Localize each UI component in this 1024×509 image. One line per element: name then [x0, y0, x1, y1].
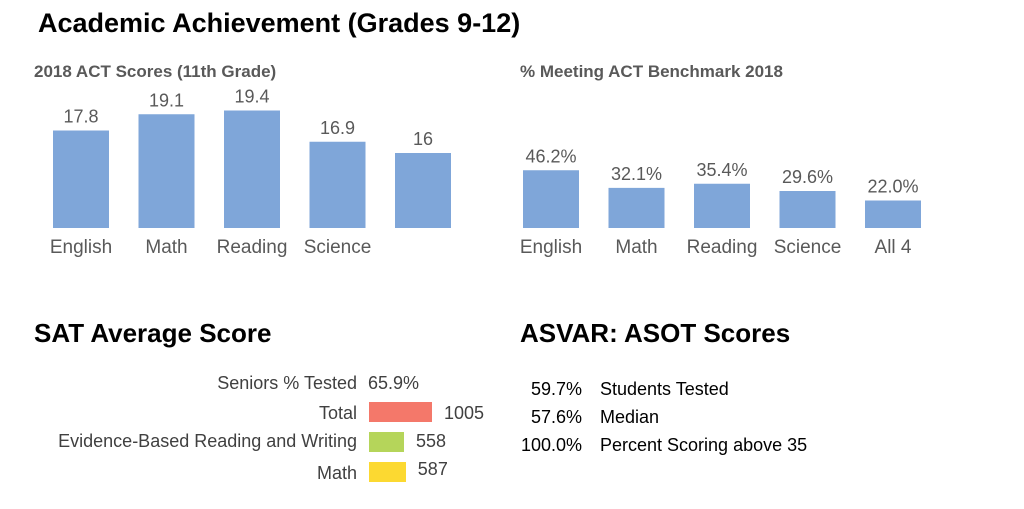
sat-row-label: Evidence-Based Reading and Writing: [58, 431, 357, 451]
act-scores-value-label: 17.8: [63, 107, 98, 127]
act-benchmark-category-label: Science: [774, 237, 842, 258]
sat-seniors-tested-label: Seniors % Tested: [217, 373, 357, 393]
act-scores-value-label: 19.4: [234, 87, 269, 107]
act-benchmark-value-label: 29.6%: [782, 167, 833, 187]
act-benchmark-chart: 46.2% English 32.1% Math 35.4% Reading 29.6% Sc…: [520, 146, 921, 258]
act-scores-value-label: 16.9: [320, 118, 355, 138]
page-title: Academic Achievement (Grades 9-12): [38, 8, 521, 38]
sat-row-label: Total: [318, 403, 357, 423]
asvar-pct: 57.6%: [530, 407, 582, 427]
act-benchmark-value-label: 46.2%: [525, 146, 576, 166]
act-benchmark-bar: [779, 191, 836, 228]
act-benchmark-category-label: Reading: [687, 237, 758, 258]
act-benchmark-bar: [608, 187, 665, 228]
asvar-label: Students Tested: [600, 379, 729, 399]
sat-row-label: Math: [316, 463, 357, 483]
act-scores-chart: 17.8 English 19.1 Math 19.4 Reading 16.9 Scienc…: [50, 87, 451, 258]
asvar-label: Percent Scoring above 35: [600, 435, 808, 455]
sat-title: SAT Average Score: [34, 318, 272, 348]
act-scores-category-label: Math: [145, 237, 187, 258]
sat-bar-total: [369, 402, 432, 422]
asvar-pct: 100.0%: [520, 435, 582, 455]
act-benchmark-value-label: 35.4%: [696, 160, 747, 180]
asvar-pct: 59.7%: [530, 379, 582, 399]
asvar-title: ASVAR: ASOT Scores: [520, 318, 791, 348]
act-benchmark-category-label: Math: [615, 237, 657, 258]
act-scores-category-label: Science: [304, 237, 372, 258]
sat-bar-ebrw: [369, 432, 404, 452]
act-benchmark-bar: [865, 200, 921, 228]
act-scores-bar: [395, 153, 451, 228]
act-benchmark-value-label: 22.0%: [867, 177, 918, 197]
act-scores-bar: [138, 114, 195, 228]
sat-value-total: 1005: [444, 403, 485, 423]
act-benchmark-title: % Meeting ACT Benchmark 2018: [520, 62, 783, 81]
act-scores-category-label: English: [50, 237, 112, 258]
sat-seniors-tested-value: 65.9%: [368, 373, 420, 393]
act-scores-value-label: 16: [413, 129, 433, 149]
act-benchmark-bar: [523, 170, 579, 228]
sat-value-math: 587: [417, 459, 448, 479]
sat-value-ebrw: 558: [415, 431, 447, 451]
act-benchmark-bar: [694, 183, 750, 228]
asvar-label: Median: [600, 407, 660, 427]
act-scores-bar: [309, 141, 366, 228]
act-scores-value-label: 19.1: [149, 90, 184, 110]
act-scores-bar: [224, 110, 280, 228]
act-benchmark-category-label: English: [520, 237, 582, 258]
sat-bar-math: [369, 462, 406, 482]
act-scores-category-label: Reading: [217, 237, 288, 258]
act-benchmark-value-label: 32.1%: [611, 164, 662, 184]
act-scores-title: 2018 ACT Scores (11th Grade): [34, 62, 277, 81]
act-scores-bar: [53, 130, 109, 228]
act-benchmark-category-label: All 4: [875, 237, 912, 258]
